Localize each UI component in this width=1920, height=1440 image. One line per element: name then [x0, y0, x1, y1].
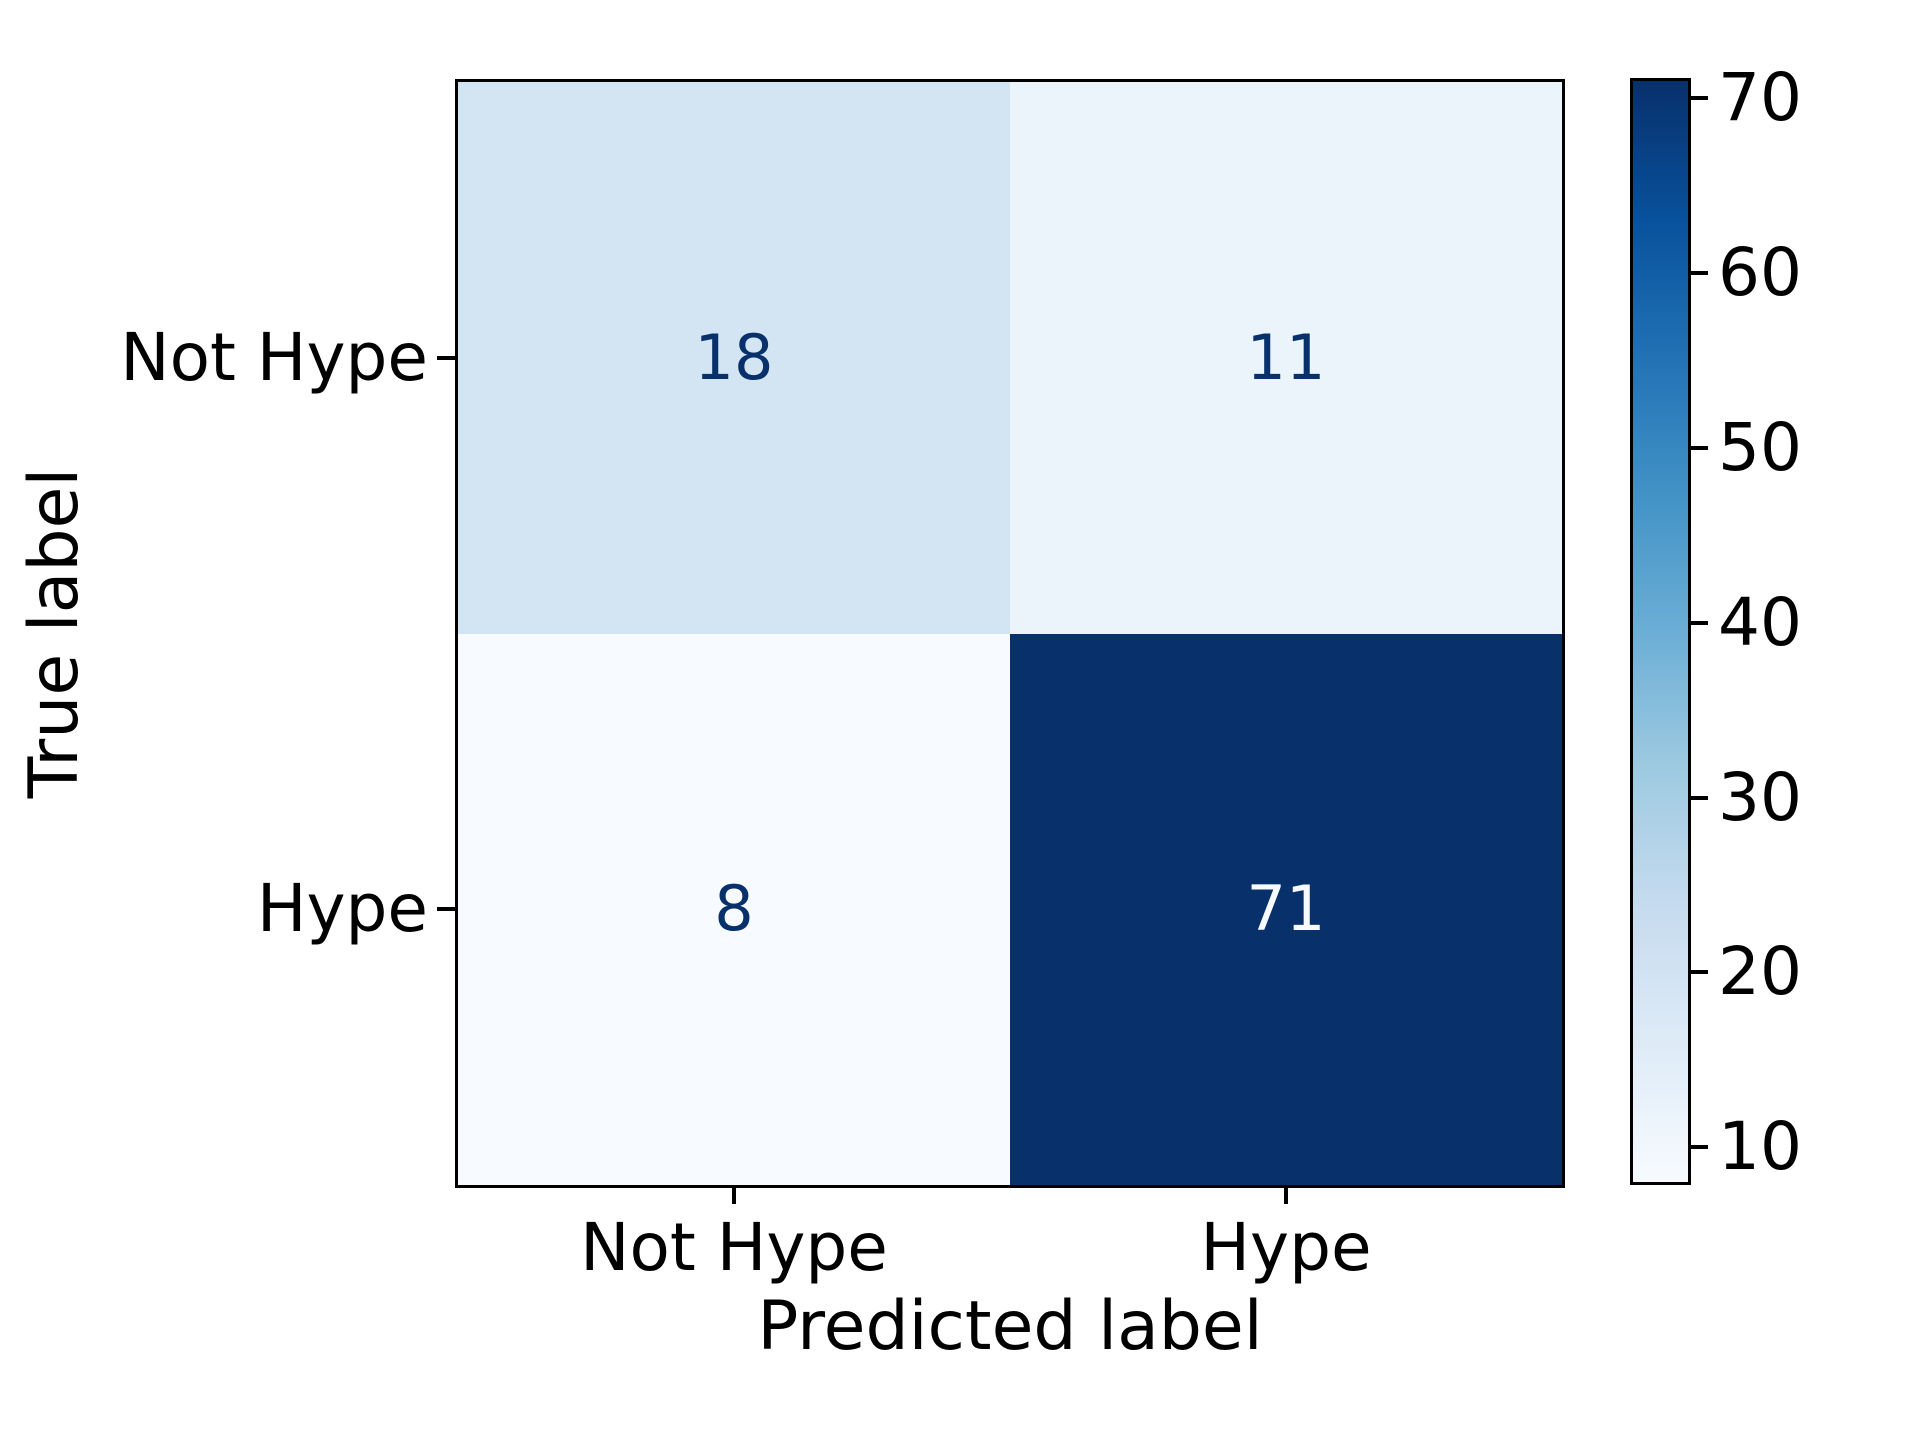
- x-tick-label: Hype: [1200, 1209, 1372, 1286]
- y-axis-label: True label: [15, 467, 94, 799]
- x-axis-label: Predicted label: [757, 1287, 1263, 1366]
- x-tick-mark: [1284, 1188, 1288, 1204]
- colorbar-tick-mark: [1691, 446, 1708, 450]
- colorbar-tick-mark: [1691, 271, 1708, 276]
- y-tick-mark: [437, 355, 458, 360]
- heatmap-cell-r1c1: 71: [1010, 633, 1562, 1185]
- colorbar-tick-label: 70: [1718, 59, 1802, 137]
- colorbar-tick-mark: [1691, 1145, 1708, 1150]
- colorbar-tick-label: 30: [1718, 758, 1802, 836]
- heatmap-cell-r0c0: 18: [458, 82, 1010, 634]
- y-tick-mark: [437, 907, 458, 912]
- colorbar-tick-mark: [1691, 970, 1708, 975]
- colorbar-tick-label: 20: [1718, 933, 1802, 1011]
- colorbar-tick-mark: [1691, 620, 1708, 625]
- colorbar-tick-label: 40: [1718, 583, 1802, 661]
- colorbar-tick-label: 60: [1718, 234, 1802, 312]
- heatmap-plot-area: 18 11 8 71: [455, 79, 1565, 1188]
- colorbar-tick-label: 10: [1718, 1108, 1802, 1186]
- colorbar-tick-label: 50: [1718, 409, 1802, 486]
- colorbar: [1630, 78, 1691, 1185]
- y-tick-label: Not Hype: [120, 318, 428, 396]
- x-tick-label: Not Hype: [580, 1209, 888, 1286]
- heatmap-cell-r0c1: 11: [1010, 82, 1562, 634]
- heatmap-cell-r1c0: 8: [458, 633, 1010, 1185]
- colorbar-tick-mark: [1691, 795, 1708, 800]
- colorbar-tick-mark: [1691, 96, 1708, 101]
- x-tick-mark: [732, 1188, 736, 1204]
- y-tick-label: Hype: [256, 870, 428, 948]
